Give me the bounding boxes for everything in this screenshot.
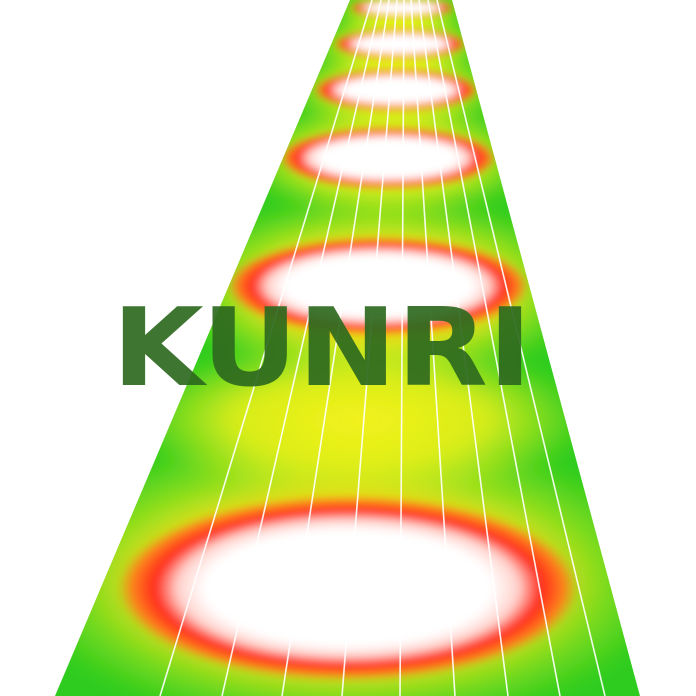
hot-spot xyxy=(314,70,478,110)
conductor-streaks xyxy=(159,0,606,696)
hot-spot xyxy=(118,496,578,680)
hot-spot xyxy=(334,30,466,58)
hot-spot xyxy=(280,128,496,188)
